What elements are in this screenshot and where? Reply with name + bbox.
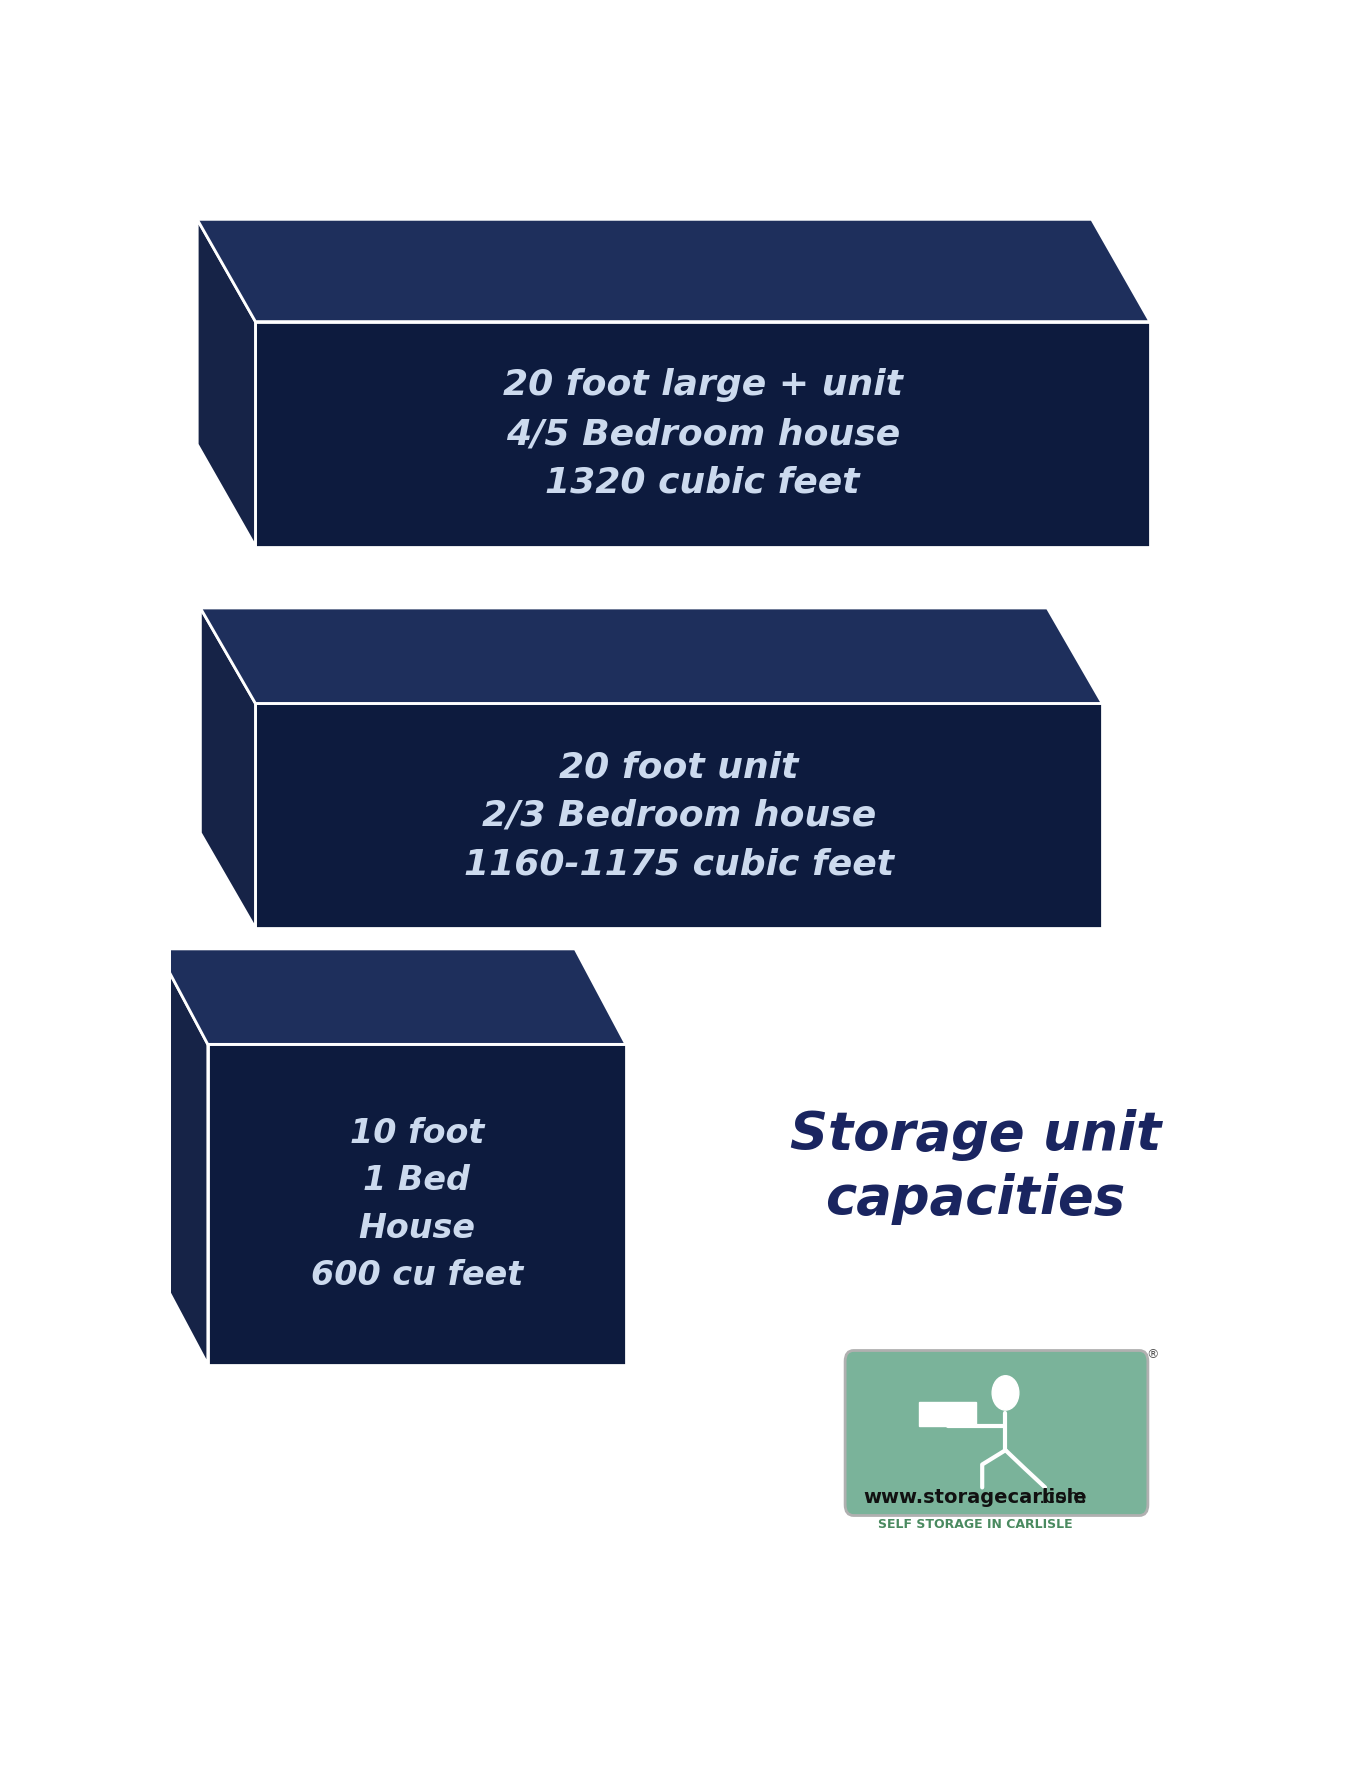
Text: SELF STORAGE IN CARLISLE: SELF STORAGE IN CARLISLE	[878, 1518, 1072, 1530]
Text: 20 foot unit
2/3 Bedroom house
1160-1175 cubic feet: 20 foot unit 2/3 Bedroom house 1160-1175…	[464, 751, 893, 882]
Text: .com: .com	[1040, 1488, 1087, 1507]
Polygon shape	[197, 220, 1150, 322]
Text: 10 foot
1 Bed
House
600 cu feet: 10 foot 1 Bed House 600 cu feet	[310, 1118, 523, 1293]
Polygon shape	[255, 703, 1102, 928]
Text: 20 foot large + unit
4/5 Bedroom house
1320 cubic feet: 20 foot large + unit 4/5 Bedroom house 1…	[503, 368, 903, 499]
Text: Storage unit
capacities: Storage unit capacities	[790, 1109, 1161, 1226]
Polygon shape	[201, 607, 255, 928]
Polygon shape	[919, 1401, 977, 1426]
Text: ®: ®	[1146, 1348, 1158, 1362]
Polygon shape	[208, 1045, 626, 1365]
Polygon shape	[157, 949, 626, 1045]
Polygon shape	[197, 220, 255, 547]
Circle shape	[992, 1376, 1019, 1410]
Polygon shape	[201, 607, 1102, 703]
Polygon shape	[157, 949, 208, 1365]
Polygon shape	[255, 322, 1150, 547]
Text: www.storagecarlisle: www.storagecarlisle	[863, 1488, 1087, 1507]
FancyBboxPatch shape	[846, 1351, 1147, 1516]
